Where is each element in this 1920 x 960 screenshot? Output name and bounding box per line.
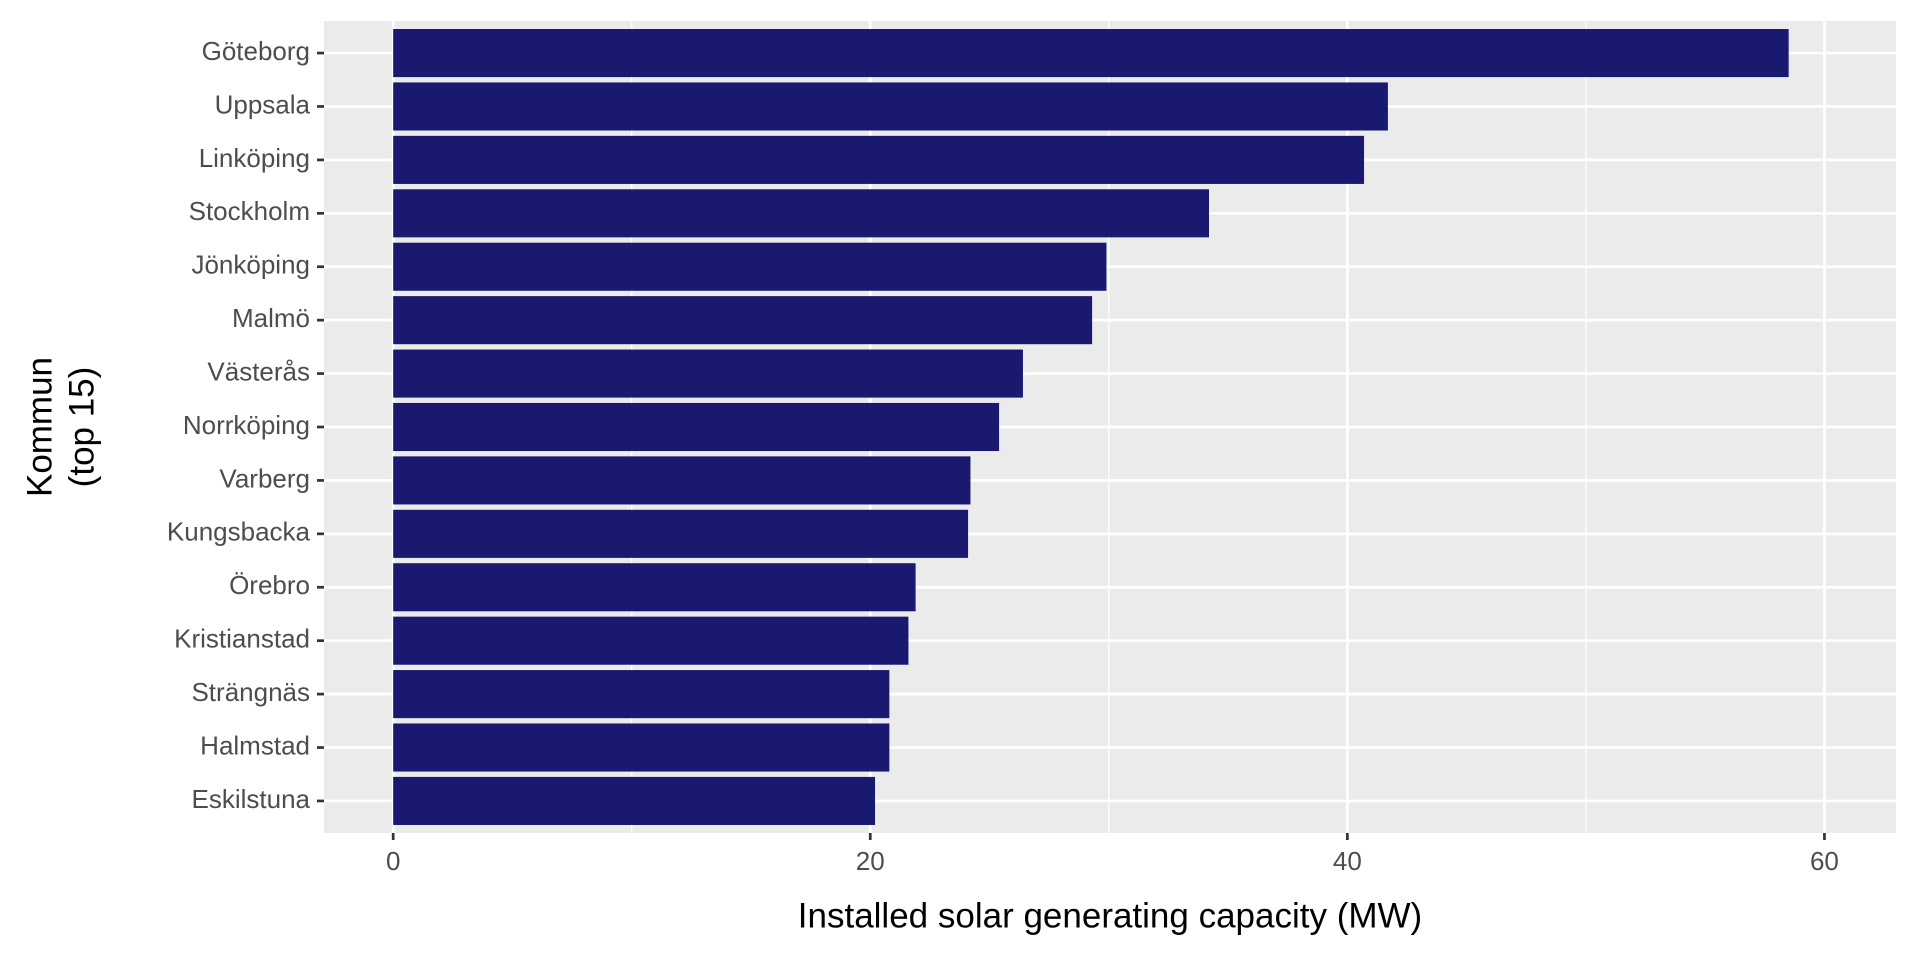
- y-tick-label: Varberg: [219, 463, 310, 493]
- bar: [393, 563, 916, 612]
- y-tick-label: Uppsala: [215, 89, 311, 119]
- y-tick-label: Halmstad: [200, 730, 310, 760]
- y-tick-label: Stockholm: [189, 196, 310, 226]
- x-axis-title: Installed solar generating capacity (MW): [798, 896, 1422, 935]
- y-tick-label: Örebro: [229, 570, 310, 600]
- bar: [393, 29, 1789, 78]
- bar: [393, 402, 1000, 452]
- bar: [393, 509, 969, 558]
- y-tick-label: Malmö: [232, 303, 310, 333]
- y-tick-label: Strängnäs: [191, 677, 310, 707]
- y-tick-label: Kungsbacka: [167, 517, 311, 547]
- bar: [393, 349, 1023, 398]
- y-tick-label: Eskilstuna: [192, 784, 311, 814]
- y-tick-label: Linköping: [199, 143, 310, 173]
- x-tick-label: 60: [1810, 846, 1839, 876]
- y-axis-title: (top 15): [62, 367, 101, 488]
- bar: [393, 82, 1388, 131]
- bar: [393, 776, 876, 825]
- y-axis-title: Kommun: [20, 357, 59, 497]
- y-tick-label: Västerås: [207, 356, 310, 386]
- bar: [393, 616, 909, 665]
- bar: [393, 670, 890, 719]
- y-tick-label: Kristianstad: [174, 624, 310, 654]
- x-tick-label: 20: [856, 846, 885, 876]
- x-tick-label: 40: [1333, 846, 1362, 876]
- bar: [393, 456, 971, 505]
- bar: [393, 242, 1107, 291]
- bar: [393, 723, 890, 772]
- bar: [393, 135, 1365, 184]
- y-tick-label: Jönköping: [191, 250, 310, 280]
- bar: [393, 189, 1209, 238]
- bar: [393, 296, 1093, 345]
- x-tick-label: 0: [386, 846, 400, 876]
- y-tick-label: Göteborg: [202, 36, 310, 66]
- y-tick-label: Norrköping: [183, 410, 310, 440]
